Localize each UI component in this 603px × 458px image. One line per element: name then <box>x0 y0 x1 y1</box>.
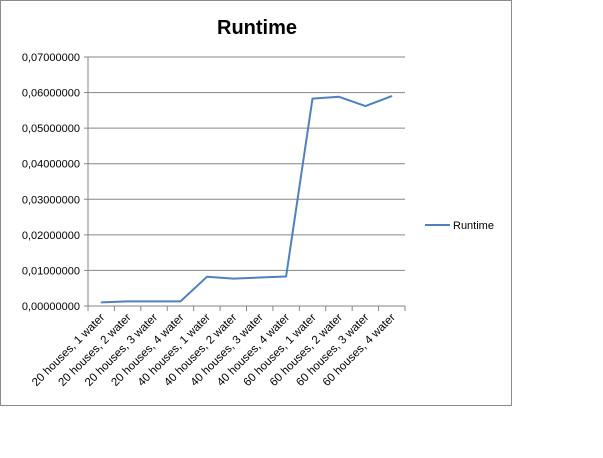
y-tick-label: 0,02000000 <box>22 230 80 242</box>
series-layer <box>100 95 393 304</box>
data-point <box>259 276 261 279</box>
data-point <box>127 300 129 302</box>
data-point <box>153 300 155 302</box>
data-point <box>179 300 182 302</box>
y-tick-label: 0,00000000 <box>22 301 80 313</box>
y-tick-label: 0,06000000 <box>22 88 80 100</box>
y-tick-label: 0,05000000 <box>22 123 80 135</box>
data-point <box>100 301 102 304</box>
chart-svg: Runtime 0,000000000,010000000,020000000,… <box>22 17 494 389</box>
data-point <box>391 95 393 97</box>
grid-layer <box>84 56 405 307</box>
y-tick-label: 0,04000000 <box>22 159 80 171</box>
axis-layer <box>87 57 406 311</box>
y-tick-labels: 0,00000000 0,01000000 0,02000000 0,03000000… <box>22 52 80 313</box>
chart-title: Runtime <box>217 17 297 39</box>
legend: Runtime <box>425 220 494 232</box>
data-point <box>232 278 234 280</box>
series-line-runtime <box>101 95 393 304</box>
y-tick-label: 0,07000000 <box>22 52 80 64</box>
y-tick-label: 0,03000000 <box>22 194 80 206</box>
chart-area: Runtime 0,00000000 0,01000000 0,02000000 0,… <box>0 0 512 406</box>
data-point <box>338 96 340 98</box>
data-point <box>311 98 314 100</box>
data-point <box>364 105 366 107</box>
legend-label-runtime: Runtime <box>453 220 494 232</box>
data-point <box>285 275 287 278</box>
y-tick-label: 0,01000000 <box>22 265 80 277</box>
data-point <box>206 276 208 278</box>
